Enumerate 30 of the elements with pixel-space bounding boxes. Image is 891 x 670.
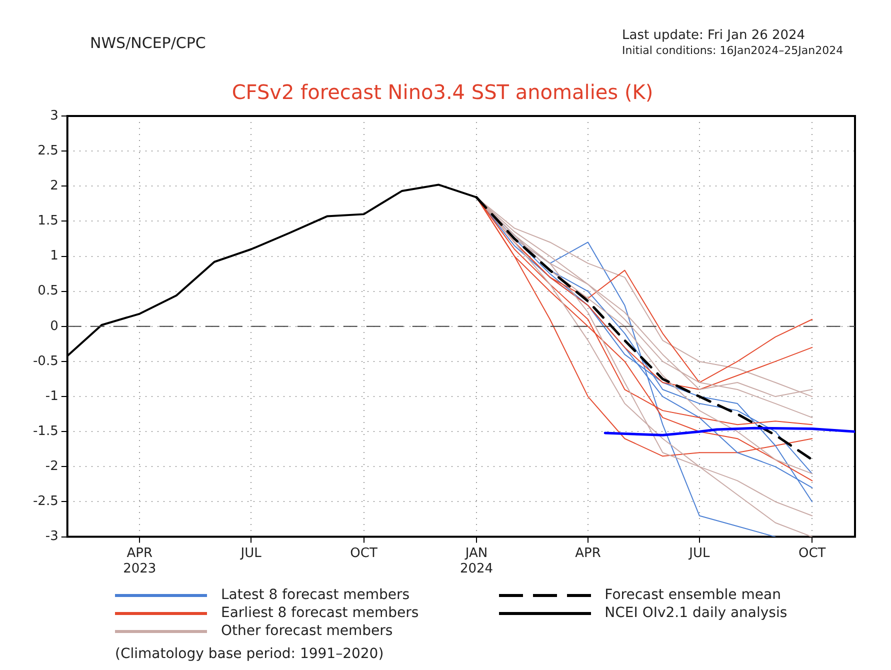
x-tick-label: JUL bbox=[688, 546, 710, 561]
y-tick-label: 3 bbox=[50, 108, 58, 124]
y-tick-label: 1.5 bbox=[38, 214, 58, 229]
legend-label: Latest 8 forecast members bbox=[221, 587, 410, 603]
x-tick-label: APR 2023 bbox=[123, 546, 156, 577]
y-tick-label: -2.5 bbox=[32, 494, 58, 510]
y-tick-label: 0 bbox=[50, 318, 58, 334]
x-tick-label: JAN 2024 bbox=[460, 546, 494, 577]
y-tick-label: 2 bbox=[50, 178, 58, 194]
y-tick-label: -3 bbox=[45, 529, 58, 544]
text: (Climatology base period: 1991–2020) bbox=[115, 646, 384, 662]
text: Initial conditions: 16Jan2024–25Jan2024 bbox=[622, 44, 844, 57]
y-tick-label: -2 bbox=[45, 459, 58, 474]
legend-label: Forecast ensemble mean bbox=[604, 587, 781, 603]
text: NWS/NCEP/CPC bbox=[90, 34, 206, 52]
x-tick-label: APR bbox=[575, 546, 601, 561]
y-tick-label: -0.5 bbox=[32, 354, 58, 369]
y-tick-label: 2.5 bbox=[38, 143, 58, 158]
y-tick-label: -1.5 bbox=[32, 424, 58, 439]
y-tick-label: 0.5 bbox=[38, 284, 58, 299]
text: Last update: Fri Jan 26 2024 bbox=[622, 28, 806, 43]
legend-label: Earliest 8 forecast members bbox=[221, 605, 419, 621]
x-tick-label: OCT bbox=[798, 546, 826, 561]
legend-label: NCEI OIv2.1 daily analysis bbox=[604, 605, 788, 621]
x-tick-label: JUL bbox=[240, 546, 262, 561]
y-tick-label: -1 bbox=[45, 388, 58, 404]
y-tick-label: 1 bbox=[50, 248, 58, 264]
x-tick-label: OCT bbox=[350, 546, 378, 561]
legend-label: Other forecast members bbox=[221, 623, 393, 639]
chart-title: CFSv2 forecast Nino3.4 SST anomalies (K) bbox=[232, 80, 654, 104]
